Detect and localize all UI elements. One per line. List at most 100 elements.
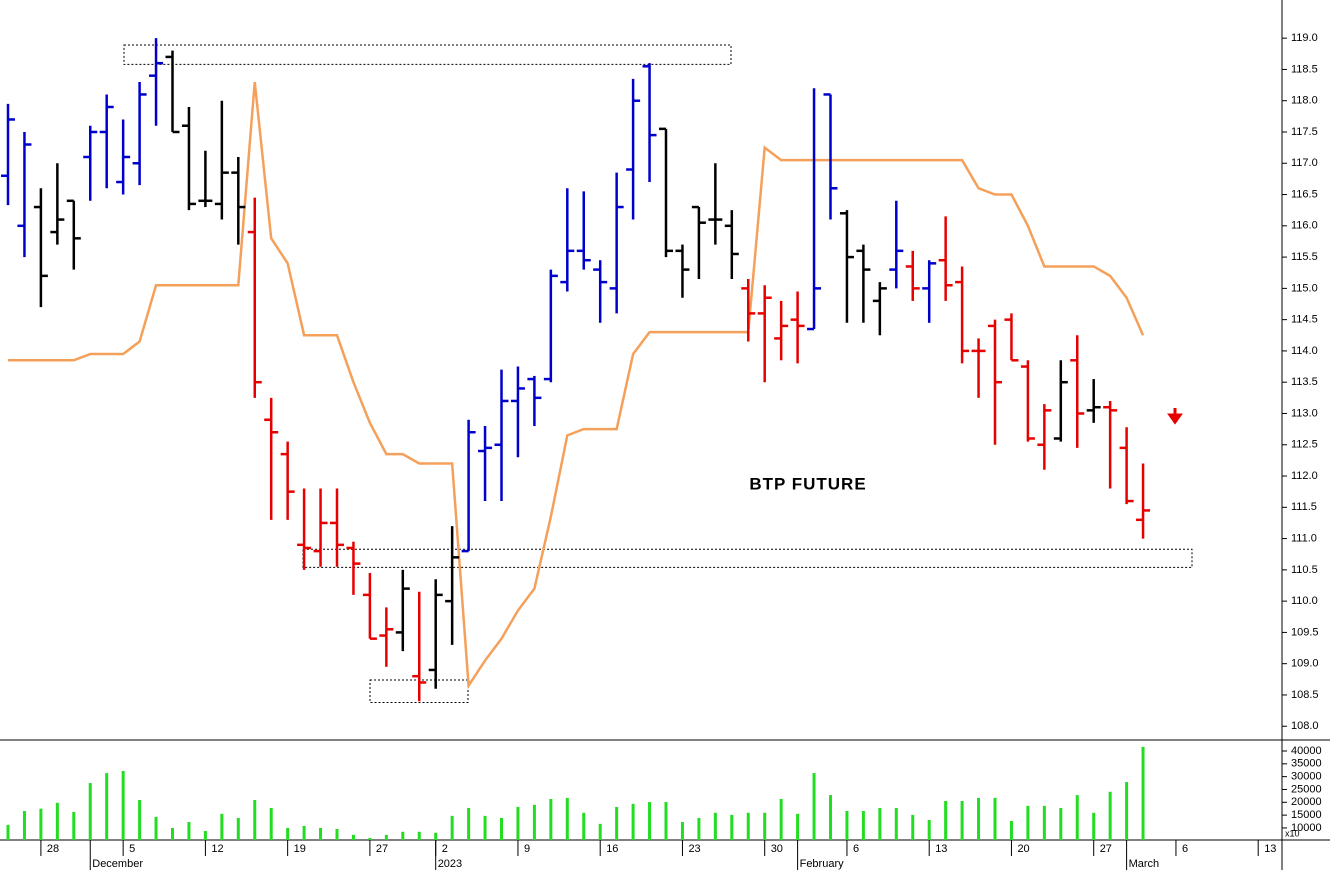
- volume-bar: [121, 771, 125, 840]
- volume-bar: [22, 811, 26, 840]
- volume-bar: [1042, 805, 1046, 840]
- volume-bar: [763, 812, 767, 840]
- y-tick-label: 25000: [1291, 783, 1322, 795]
- y-tick-label: 35000: [1291, 758, 1322, 770]
- volume-bar: [434, 832, 438, 840]
- month-label: February: [800, 858, 845, 870]
- volume-bar: [730, 814, 734, 840]
- y-tick-label: 108.0: [1291, 720, 1319, 732]
- volume-bar: [6, 824, 10, 840]
- y-tick-label: 10000: [1291, 822, 1322, 834]
- volume-bar: [319, 827, 323, 840]
- volume-bar: [483, 815, 487, 840]
- volume-bar: [72, 812, 76, 840]
- y-tick-label: 40000: [1291, 745, 1322, 757]
- volume-bar: [713, 812, 717, 840]
- volume-bar: [269, 807, 273, 840]
- y-tick-label: 113.0: [1291, 407, 1318, 419]
- volume-bar: [1141, 746, 1145, 840]
- volume-bar: [384, 834, 388, 840]
- y-tick-label: 117.0: [1291, 157, 1318, 169]
- volume-bar: [615, 806, 619, 840]
- y-tick-label: 115.0: [1291, 282, 1318, 294]
- y-tick-label: 110.5: [1291, 564, 1318, 576]
- volume-bar: [927, 819, 931, 840]
- y-tick-label: 116.5: [1291, 188, 1318, 200]
- volume-bar: [417, 831, 421, 840]
- volume-bar: [1075, 795, 1079, 840]
- y-tick-label: 118.5: [1291, 63, 1318, 75]
- volume-bar: [746, 812, 750, 840]
- volume-bar: [39, 808, 43, 840]
- x-tick-label: 20: [1017, 843, 1029, 855]
- volume-bar: [977, 797, 981, 840]
- y-tick-label: 15000: [1291, 809, 1322, 821]
- volume-bar: [796, 813, 800, 840]
- y-tick-label: 109.5: [1291, 626, 1319, 638]
- volume-bar: [1092, 812, 1096, 840]
- volume-bar: [467, 807, 471, 840]
- x-tick-label: 6: [853, 843, 859, 855]
- volume-bar: [1125, 782, 1129, 840]
- x-tick-label: 9: [524, 843, 530, 855]
- volume-bar: [878, 807, 882, 840]
- volume-bar: [368, 837, 372, 840]
- y-tick-label: 113.5: [1291, 376, 1318, 388]
- volume-bar: [894, 807, 898, 840]
- y-tick-label: 112.5: [1291, 439, 1318, 451]
- volume-bar: [88, 783, 92, 840]
- x-tick-label: 13: [1264, 843, 1276, 855]
- volume-bar: [516, 806, 520, 840]
- y-tick-label: 114.0: [1291, 345, 1318, 357]
- volume-bar: [138, 799, 142, 840]
- volume-bar: [187, 822, 191, 840]
- volume-bar: [631, 803, 635, 840]
- volume-bar: [500, 817, 503, 840]
- month-label: 2023: [438, 858, 462, 870]
- x-tick-label: 2: [442, 843, 448, 855]
- volume-bar: [861, 811, 865, 840]
- y-tick-label: 110.0: [1291, 595, 1318, 607]
- x-tick-label: 30: [771, 843, 783, 855]
- x-tick-label: 27: [376, 843, 388, 855]
- volume-bar: [236, 817, 240, 840]
- y-tick-label: 109.0: [1291, 658, 1319, 670]
- volume-bar: [1026, 805, 1030, 840]
- x-tick-label: 28: [47, 843, 59, 855]
- volume-bar: [911, 814, 915, 840]
- volume-bar: [351, 834, 355, 840]
- volume-bar: [845, 811, 849, 840]
- volume-bar: [565, 797, 569, 840]
- y-tick-label: 117.5: [1291, 126, 1318, 138]
- volume-bar: [664, 802, 668, 840]
- volume-bar: [648, 802, 652, 840]
- x-tick-label: 13: [935, 843, 947, 855]
- x-tick-label: 27: [1100, 843, 1112, 855]
- volume-bar: [680, 822, 684, 840]
- volume-bar: [829, 795, 832, 840]
- x-tick-label: 12: [211, 843, 223, 855]
- zone: [123, 44, 732, 65]
- volume-bar: [598, 823, 602, 840]
- volume-bar: [335, 828, 339, 840]
- volume-bar: [220, 813, 224, 840]
- x-tick-label: 19: [294, 843, 306, 855]
- volume-bar: [779, 798, 783, 840]
- volume-bar: [286, 827, 290, 840]
- volume-bar: [582, 812, 586, 840]
- y-tick-label: 111.5: [1291, 501, 1317, 513]
- line-series: [8, 81, 1145, 690]
- volume-bar: [549, 798, 553, 840]
- x-tick-label: 16: [606, 843, 618, 855]
- volume-bar: [532, 804, 536, 840]
- y-tick-label: 20000: [1291, 796, 1322, 808]
- volume-bar: [1108, 791, 1112, 840]
- y-tick-label: 114.5: [1291, 314, 1318, 326]
- x-tick-label: 23: [688, 843, 700, 855]
- y-tick-label: 118.0: [1291, 95, 1318, 107]
- y-tick-label: 111.0: [1291, 532, 1317, 544]
- y-tick-label: 119.0: [1291, 32, 1318, 44]
- volume-bar: [154, 816, 158, 840]
